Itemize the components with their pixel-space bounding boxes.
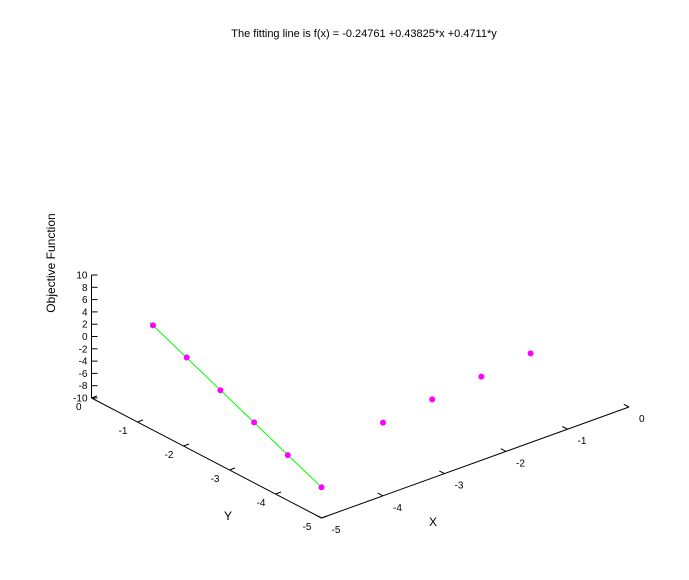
data-point xyxy=(284,452,291,459)
y-tick-label: -1 xyxy=(119,426,128,437)
chart-title: The fitting line is f(x) = -0.24761 +0.4… xyxy=(231,28,497,40)
x-axis-label: X xyxy=(429,515,437,529)
x-tick xyxy=(562,426,568,430)
z-tick-label: -6 xyxy=(79,369,88,380)
y-tick xyxy=(321,515,328,519)
z-tick-label: -8 xyxy=(79,381,88,392)
data-point xyxy=(478,373,485,380)
x-tick xyxy=(623,403,630,408)
z-tick-label: -4 xyxy=(79,357,88,368)
data-point xyxy=(380,419,386,426)
data-point xyxy=(527,350,534,357)
data-points xyxy=(150,322,534,491)
z-tick-label: -10 xyxy=(73,394,88,405)
y-tick-label: -5 xyxy=(303,522,312,533)
data-point xyxy=(251,419,258,426)
x-tick xyxy=(377,492,384,497)
data-point xyxy=(429,396,436,403)
y-tick xyxy=(91,395,98,399)
x-tick xyxy=(316,514,322,519)
y-tick xyxy=(229,467,236,471)
y-tick-label: -3 xyxy=(211,474,220,485)
x-tick-label: -4 xyxy=(393,503,402,514)
y-tick-label: -2 xyxy=(165,450,174,461)
axes-box xyxy=(91,275,630,519)
z-tick-label: 2 xyxy=(82,320,88,331)
data-point xyxy=(183,354,190,361)
y-tick xyxy=(137,419,144,423)
x-tick-label: -5 xyxy=(332,525,341,536)
x-axis-ticks: -5 -4 -3 -2 -1 0 xyxy=(316,403,645,536)
y-tick xyxy=(275,491,282,495)
z-tick-label: 10 xyxy=(76,271,88,282)
fit-line xyxy=(149,321,322,488)
data-point xyxy=(318,484,325,491)
x-tick-label: -1 xyxy=(578,436,587,447)
z-tick-label: 6 xyxy=(82,295,88,306)
y-tick-label: 0 xyxy=(76,402,82,413)
x-tick xyxy=(500,448,507,452)
x-tick-label: -2 xyxy=(516,458,525,469)
data-point xyxy=(150,322,156,329)
z-tick-label: -2 xyxy=(79,344,88,355)
x-tick xyxy=(439,470,445,475)
data-point xyxy=(217,387,224,394)
z-tick-label: 4 xyxy=(82,307,88,318)
y-axis-label: Y xyxy=(224,509,232,523)
y-axis-line xyxy=(91,397,322,519)
x-tick-label: -3 xyxy=(455,481,464,492)
x-tick-label: 0 xyxy=(639,414,645,425)
x-axis-line xyxy=(321,406,630,519)
y-tick xyxy=(183,443,190,447)
y-axis-ticks: -5-4-3-2-10 xyxy=(76,395,328,533)
z-tick-label: 0 xyxy=(82,332,88,343)
z-axis-label: Objective Function xyxy=(44,213,58,312)
y-tick-label: -4 xyxy=(257,498,266,509)
z-tick-label: 8 xyxy=(82,283,88,294)
